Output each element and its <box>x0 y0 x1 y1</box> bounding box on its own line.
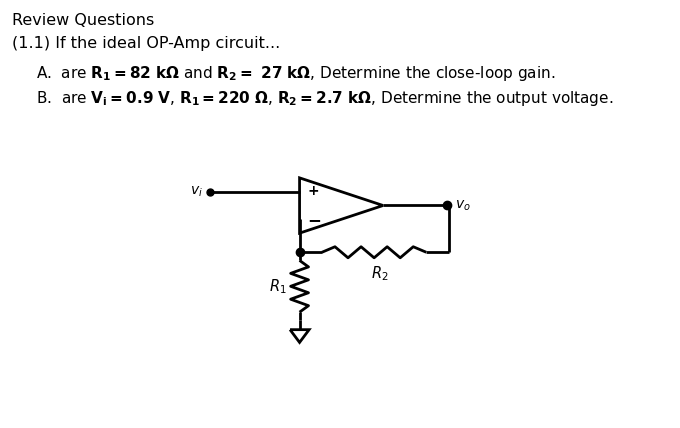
Text: Review Questions: Review Questions <box>12 13 154 28</box>
Text: (1.1) If the ideal OP-Amp circuit...: (1.1) If the ideal OP-Amp circuit... <box>12 36 280 51</box>
Text: $R_1$: $R_1$ <box>269 277 286 296</box>
Text: $v_i$: $v_i$ <box>190 184 203 199</box>
Text: +: + <box>307 184 319 198</box>
Text: A.  are $\mathbf{R_1{=}82\ k\Omega}$ and $\mathbf{R_2{=}\ 27\ k\Omega}$, Determi: A. are $\mathbf{R_1{=}82\ k\Omega}$ and … <box>36 64 556 83</box>
Text: −: − <box>307 211 321 229</box>
Text: $v_o$: $v_o$ <box>455 198 471 213</box>
Text: $R_2$: $R_2$ <box>371 264 389 283</box>
Text: B.  are $\mathbf{V_i = 0.9\ V}$, $\mathbf{R_1{=}220\ \Omega}$, $\mathbf{R_2{=}2.: B. are $\mathbf{V_i = 0.9\ V}$, $\mathbf… <box>36 89 613 107</box>
